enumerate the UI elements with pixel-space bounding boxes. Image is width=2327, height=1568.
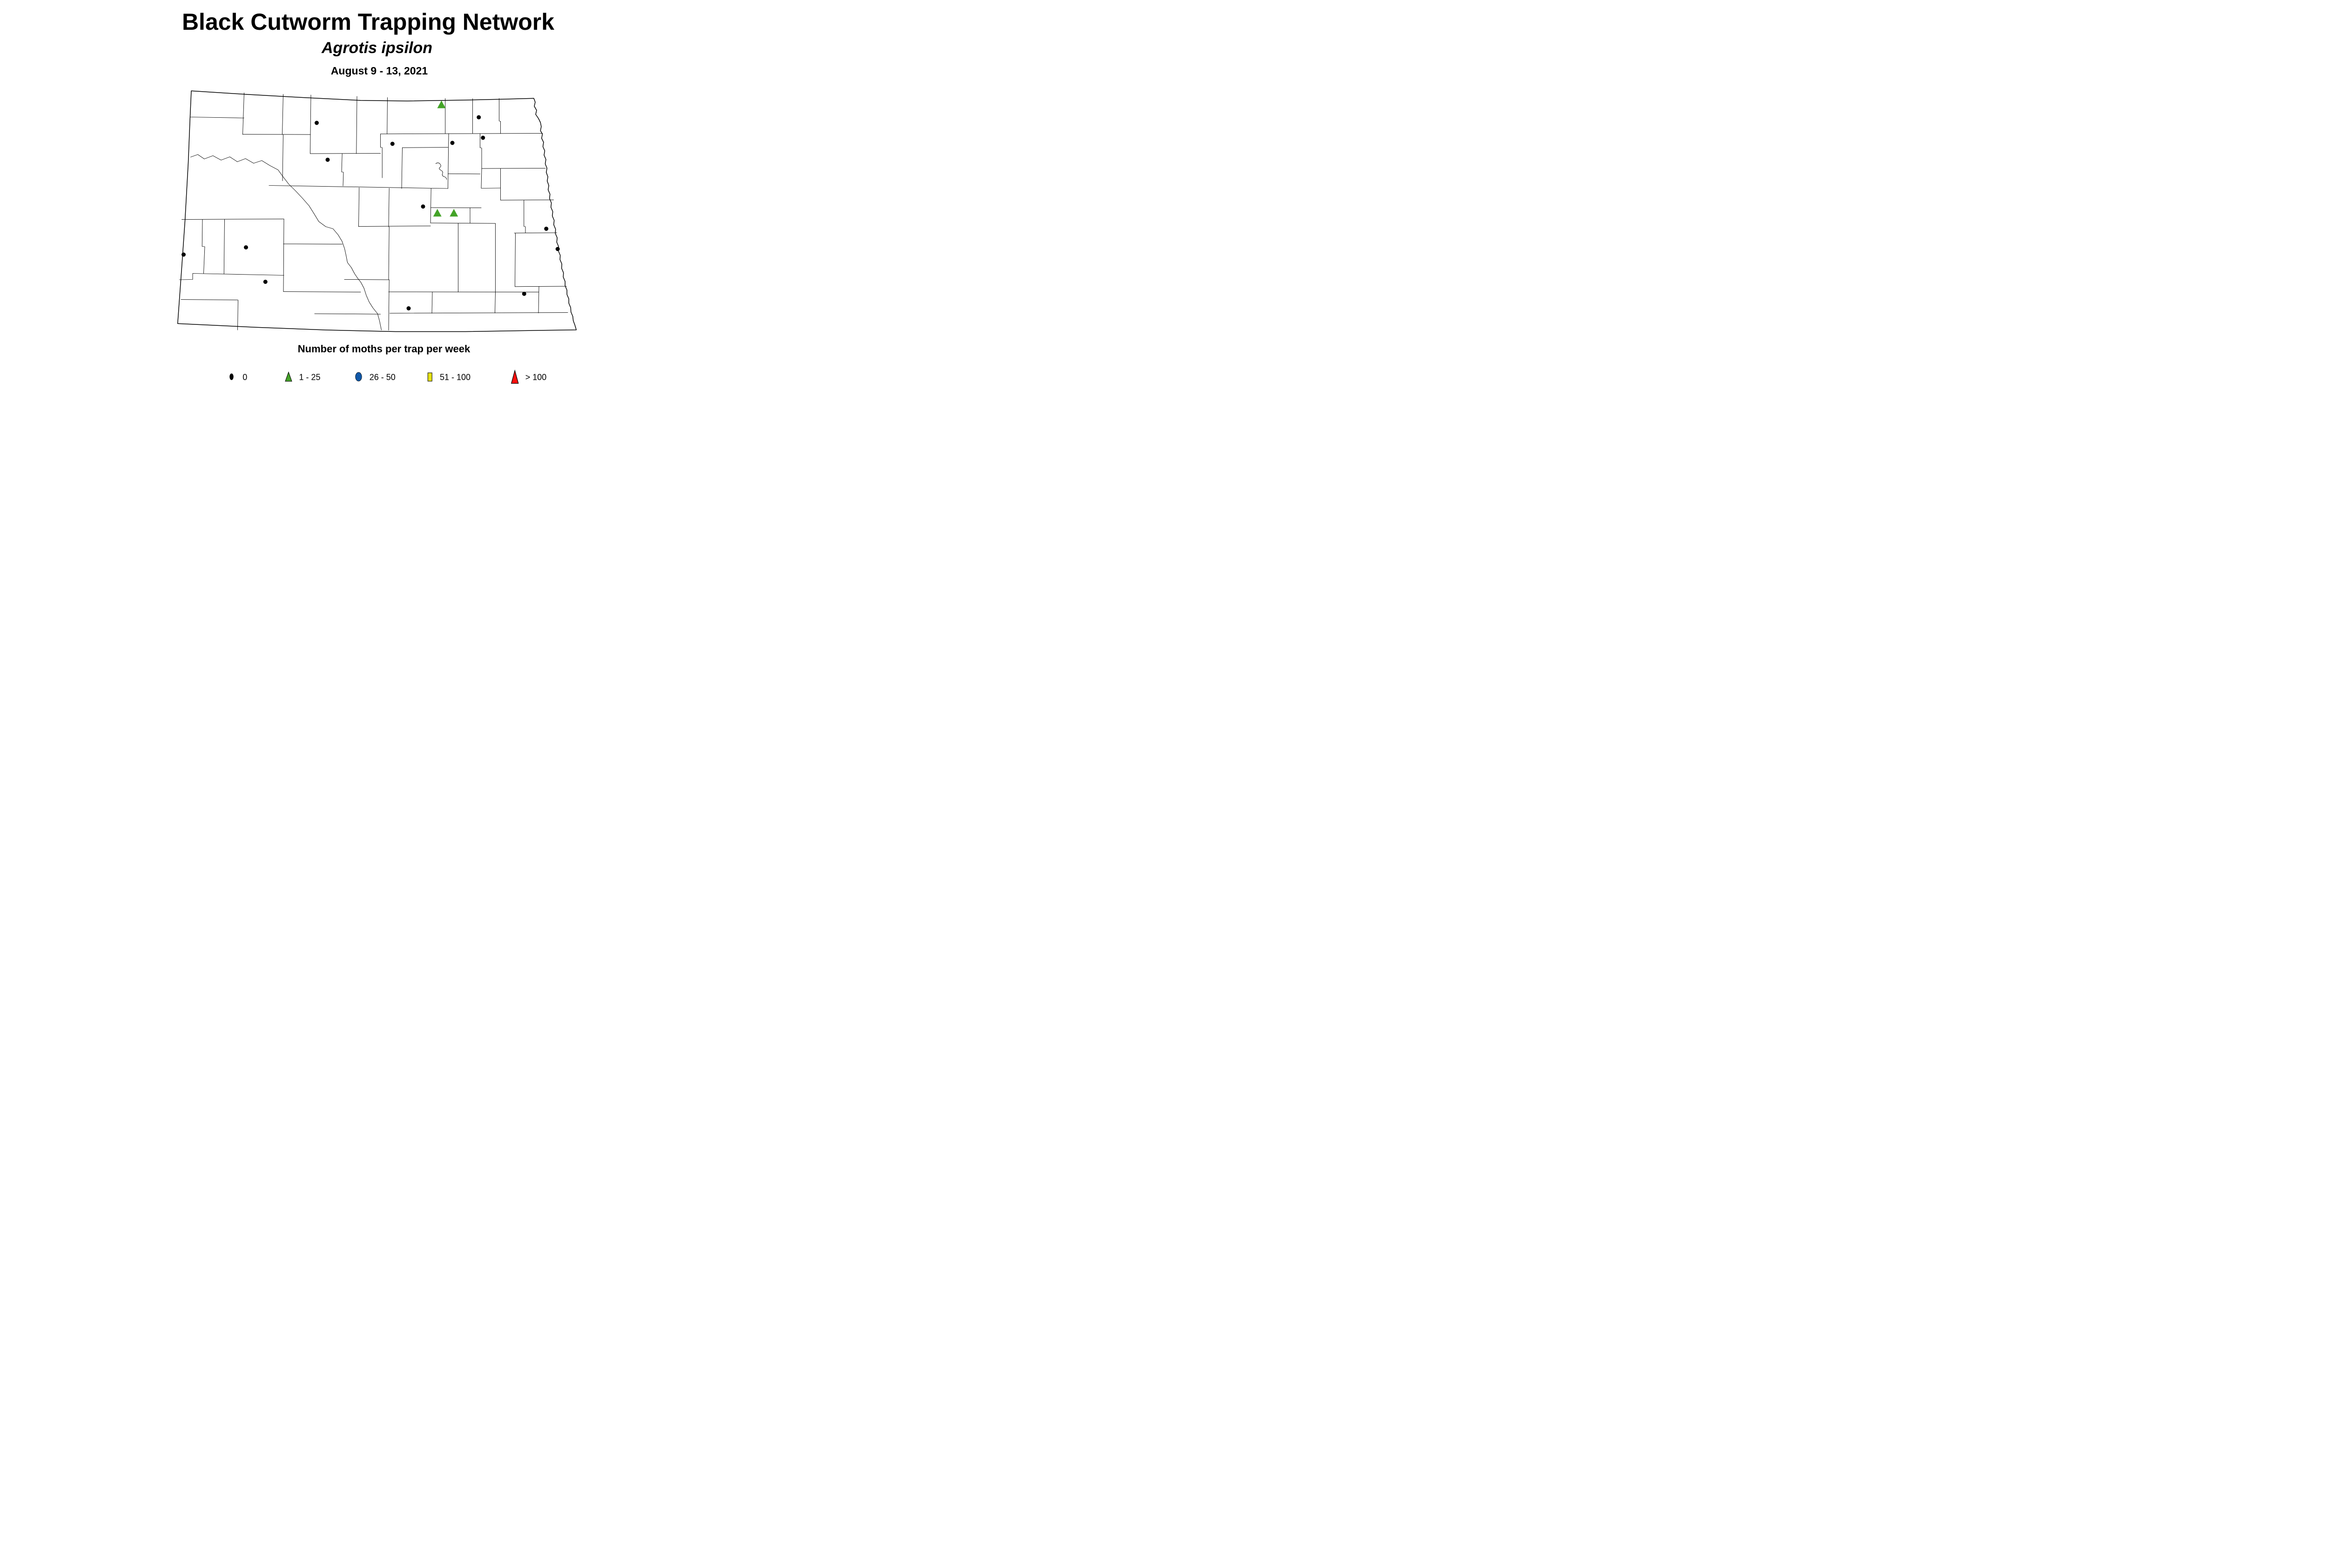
legend-symbol-circle	[355, 372, 362, 382]
north-dakota-county-map	[177, 90, 577, 332]
trap-site-marker	[522, 291, 526, 296]
legend-title: Number of moths per trap per week	[297, 343, 471, 355]
date-range: August 9 - 13, 2021	[330, 65, 428, 77]
legend-label: 26 - 50	[370, 373, 396, 382]
page: Black Cutworm Trapping Network Agrotis i…	[0, 0, 751, 392]
trap-site-marker	[477, 115, 481, 120]
trap-site-marker	[481, 135, 485, 140]
river-lines	[190, 154, 447, 330]
trap-site-marker	[406, 306, 411, 310]
state-outline	[177, 90, 577, 332]
trap-site-marker	[433, 209, 442, 217]
county-boundaries	[179, 93, 568, 330]
trap-site-marker	[437, 101, 446, 108]
trap-site-marker	[450, 141, 455, 145]
legend-symbol-triangle-large	[511, 369, 519, 384]
devils-lake-line	[435, 162, 447, 180]
legend-symbol-triangle	[285, 371, 292, 382]
trap-site-marker	[555, 247, 560, 251]
trap-site-marker	[182, 252, 186, 257]
legend-label: 0	[242, 373, 247, 382]
trap-site-marker	[244, 245, 248, 249]
page-title: Black Cutworm Trapping Network	[182, 9, 555, 35]
trap-site-marker	[450, 209, 458, 217]
missouri-river-line	[190, 154, 382, 330]
legend-symbol-square	[427, 372, 432, 382]
trap-site-marker	[325, 157, 330, 162]
legend-label: 51 - 100	[440, 373, 471, 382]
trap-site-marker	[390, 141, 395, 146]
legend-label: 1 - 25	[299, 373, 321, 382]
trap-site-marker	[421, 204, 425, 209]
species-subtitle: Agrotis ipsilon	[322, 39, 432, 57]
legend-label: > 100	[525, 373, 547, 382]
trap-site-marker	[544, 227, 549, 231]
trap-site-marker	[263, 280, 268, 284]
trap-site-marker	[315, 121, 319, 125]
legend: 0 1 - 25 26 - 50 51 - 100 > 100	[229, 369, 547, 384]
legend-symbol-dot	[229, 373, 234, 380]
trap-site-markers	[182, 101, 560, 310]
